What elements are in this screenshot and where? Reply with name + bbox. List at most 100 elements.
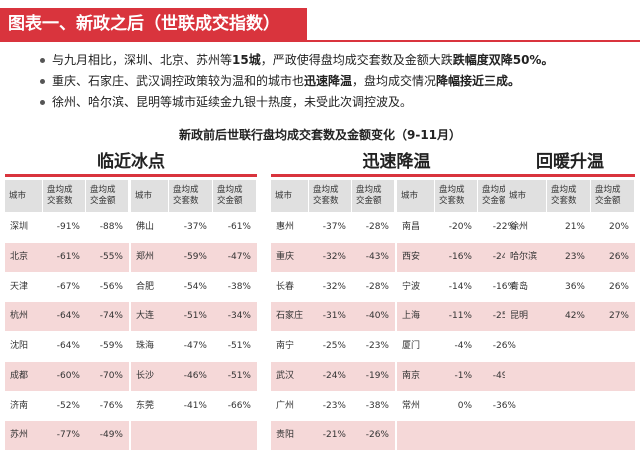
header-count: 盘均成 交套数 <box>169 180 213 212</box>
table-row: 常州 0% -36% <box>397 390 522 421</box>
city-cell: 成都 <box>10 370 29 381</box>
count-cell: -20% <box>448 222 472 232</box>
table-row <box>131 420 257 450</box>
city-cell <box>505 421 547 450</box>
count-cell: -37% <box>183 222 207 232</box>
amount-cell <box>591 392 635 421</box>
city-cell: 合肥 <box>136 281 155 292</box>
city-cell: 天津 <box>10 281 29 292</box>
city-cell: 厦门 <box>402 341 421 351</box>
count-cell <box>547 421 591 450</box>
count-cell: 23% <box>564 251 585 262</box>
count-cell: 0% <box>457 400 472 411</box>
bullet-emphasis: 降幅接近三成。 <box>436 74 521 88</box>
header-city: 城市 <box>505 180 547 212</box>
table-row: 石家庄 -31% -40% <box>271 301 395 331</box>
count-cell <box>169 421 213 450</box>
amount-cell: -38% <box>227 281 251 292</box>
bullet-text: 与九月相比，深圳、北京、苏州等 <box>52 53 233 67</box>
amount-cell: -51% <box>227 370 251 381</box>
city-cell: 深圳 <box>10 222 29 232</box>
city-cell <box>505 362 547 391</box>
count-cell: -31% <box>322 311 346 322</box>
subtable: 城市 盘均成 交套数 盘均成 交金额 深圳 -91% -88% 北京 -61% -55% 天津 -6… <box>5 177 129 450</box>
city-cell: 广州 <box>276 400 295 411</box>
table-row: 厦门 -4% -26% <box>397 331 522 361</box>
city-cell: 济南 <box>10 400 29 411</box>
amount-cell: -24% <box>478 243 522 272</box>
bullet-item: 重庆、石家庄、武汉调控政策较为温和的城市也迅速降温，盘均成交情况降幅接近三成。 <box>40 71 630 92</box>
city-cell: 长沙 <box>136 370 155 381</box>
city-cell: 郑州 <box>136 251 155 262</box>
amount-cell: -51% <box>227 341 251 351</box>
header-amount: 盘均成 交金额 <box>213 180 257 212</box>
header-city: 城市 <box>397 180 435 212</box>
amount-cell: -19% <box>365 370 389 381</box>
city-cell: 昆明 <box>510 311 529 322</box>
city-cell: 佛山 <box>136 222 155 232</box>
group-title: 临近冰点 <box>5 150 257 177</box>
amount-cell: -28% <box>365 281 389 292</box>
count-cell: -4% <box>454 341 472 351</box>
amount-cell: 26% <box>608 251 629 262</box>
bullet-text: ，盘均成交情况 <box>352 74 437 88</box>
header-amount: 盘均成 交金额 <box>591 180 635 212</box>
count-cell: -24% <box>322 370 346 381</box>
city-cell: 长春 <box>276 281 295 292</box>
header-city: 城市 <box>5 180 43 212</box>
table-row <box>505 331 635 361</box>
header-city: 城市 <box>131 180 169 212</box>
count-cell: -21% <box>322 430 346 441</box>
count-cell: 21% <box>564 222 585 232</box>
table-row: 重庆 -32% -43% <box>271 241 395 272</box>
city-cell <box>131 421 169 450</box>
table-row: 苏州 -77% -49% <box>5 420 129 450</box>
bullet-text: ，严政使得盘均成交套数及金额大跌 <box>260 53 453 67</box>
subtable: 城市 盘均成 交套数 盘均成 交金额 佛山 -37% -61% 郑州 -59% -47% 合肥 -5… <box>131 177 257 450</box>
subtable: 城市 盘均成 交套数 盘均成 交金额 惠州 -37% -28% 重庆 -32% -43% 长春 -3… <box>271 177 395 450</box>
city-cell: 南宁 <box>276 341 295 351</box>
table-row: 哈尔滨 23% 26% <box>505 241 635 272</box>
amount-cell: -25% <box>478 302 522 331</box>
table-row <box>397 420 522 450</box>
table-header: 城市 盘均成 交套数 盘均成 交金额 <box>131 180 257 212</box>
table-row <box>505 420 635 450</box>
group-2: 迅速降温 城市 盘均成 交套数 盘均成 交金额 惠州 -37% -28% 重庆 -32% -43%… <box>271 150 522 450</box>
amount-cell: -23% <box>365 341 389 351</box>
table-row: 西安 -16% -24% <box>397 241 522 272</box>
amount-cell <box>213 421 257 450</box>
count-cell: -32% <box>322 251 346 262</box>
count-cell: -32% <box>322 281 346 292</box>
table-row: 南昌 -20% -22% <box>397 212 522 242</box>
amount-cell: -76% <box>99 400 123 411</box>
table-row: 沈阳 -64% -59% <box>5 331 129 361</box>
bullet-text: 徐州、哈尔滨、昆明等城市延续金九银十热度，未受此次调控波及。 <box>52 95 413 109</box>
count-cell: -64% <box>56 311 80 322</box>
city-cell <box>505 392 547 421</box>
city-cell: 北京 <box>10 251 29 262</box>
amount-cell: -88% <box>99 222 123 232</box>
city-cell: 苏州 <box>10 430 29 441</box>
count-cell: -1% <box>454 370 472 381</box>
count-cell: 42% <box>564 311 585 322</box>
group-title: 迅速降温 <box>271 150 522 177</box>
amount-cell: -56% <box>99 281 123 292</box>
city-cell: 沈阳 <box>10 341 29 351</box>
count-cell: -64% <box>56 341 80 351</box>
table-row: 惠州 -37% -28% <box>271 212 395 242</box>
header-count: 盘均成 交套数 <box>435 180 478 212</box>
count-cell: -54% <box>183 281 207 292</box>
bullet-emphasis: 跌幅度双降50%。 <box>452 53 554 67</box>
header-city: 城市 <box>271 180 309 212</box>
amount-cell: -74% <box>99 311 123 322</box>
count-cell: -16% <box>448 251 472 262</box>
table-row: 深圳 -91% -88% <box>5 212 129 242</box>
count-cell <box>547 392 591 421</box>
count-cell: -51% <box>183 311 207 322</box>
table-title: 新政前后世联行盘均成交套数及金额变化（9-11月） <box>178 128 462 142</box>
table-row: 天津 -67% -56% <box>5 271 129 302</box>
table-row: 上海 -11% -25% <box>397 301 522 331</box>
bullet-emphasis: 迅速降温 <box>304 74 353 88</box>
amount-cell: -61% <box>227 222 251 232</box>
